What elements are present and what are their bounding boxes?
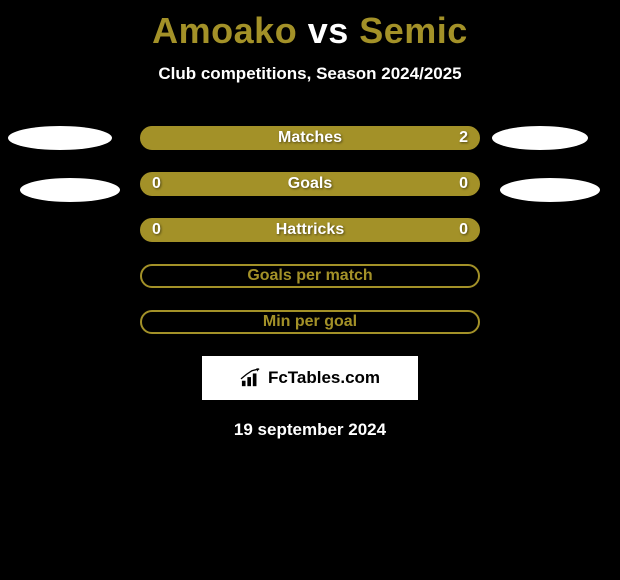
brand-text: FcTables.com: [268, 368, 380, 388]
stat-row-goals-per-match: Goals per match: [140, 264, 480, 288]
decor-ellipse-left-2: [20, 178, 120, 202]
decor-ellipse-right-2: [500, 178, 600, 202]
stat-row-matches: Matches 2: [140, 126, 480, 150]
stat-row-min-per-goal: Min per goal: [140, 310, 480, 334]
stat-label: Hattricks: [276, 221, 344, 239]
stat-right-value: 0: [459, 175, 468, 193]
title-player1: Amoako: [152, 10, 297, 51]
stat-row-goals: 0 Goals 0: [140, 172, 480, 196]
stat-right-value: 2: [459, 129, 468, 147]
stat-label: Matches: [278, 129, 342, 147]
brand-content: FcTables.com: [240, 368, 380, 388]
bar-chart-icon: [240, 368, 262, 388]
stat-label: Min per goal: [263, 313, 357, 331]
stat-label: Goals: [288, 175, 332, 193]
stat-left-value: 0: [152, 175, 161, 193]
title-player2: Semic: [359, 10, 468, 51]
stat-row-hattricks: 0 Hattricks 0: [140, 218, 480, 242]
date-text: 19 september 2024: [0, 420, 620, 440]
decor-ellipse-right-1: [492, 126, 588, 150]
decor-ellipse-left-1: [8, 126, 112, 150]
stat-label: Goals per match: [247, 267, 372, 285]
title-vs: vs: [308, 10, 349, 51]
stat-right-value: 0: [459, 221, 468, 239]
page-title: Amoako vs Semic: [0, 0, 620, 52]
stat-left-value: 0: [152, 221, 161, 239]
stats-container: Matches 2 0 Goals 0 0 Hattricks 0 Goals …: [0, 126, 620, 440]
subtitle: Club competitions, Season 2024/2025: [0, 64, 620, 84]
brand-box: FcTables.com: [202, 356, 418, 400]
